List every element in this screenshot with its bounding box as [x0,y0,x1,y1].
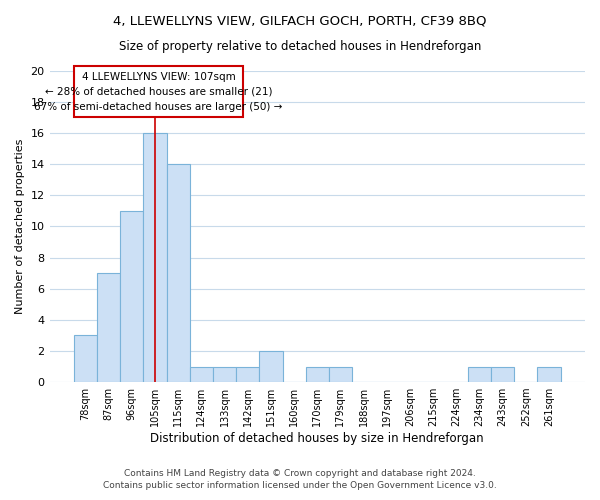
Y-axis label: Number of detached properties: Number of detached properties [15,138,25,314]
Text: 4, LLEWELLYNS VIEW, GILFACH GOCH, PORTH, CF39 8BQ: 4, LLEWELLYNS VIEW, GILFACH GOCH, PORTH,… [113,15,487,28]
Bar [213,366,236,382]
Text: Size of property relative to detached houses in Hendreforgan: Size of property relative to detached ho… [119,40,481,53]
Bar [236,366,259,382]
Bar [167,164,190,382]
Bar [329,366,352,382]
Bar [190,366,213,382]
Bar [74,66,243,118]
Text: Contains HM Land Registry data © Crown copyright and database right 2024.
Contai: Contains HM Land Registry data © Crown c… [103,468,497,490]
Bar [468,366,491,382]
Bar [538,366,560,382]
Bar [120,211,143,382]
Bar [74,336,97,382]
Bar [143,133,167,382]
Bar [491,366,514,382]
X-axis label: Distribution of detached houses by size in Hendreforgan: Distribution of detached houses by size … [151,432,484,445]
Bar [305,366,329,382]
Text: 4 LLEWELLYNS VIEW: 107sqm
← 28% of detached houses are smaller (21)
67% of semi-: 4 LLEWELLYNS VIEW: 107sqm ← 28% of detac… [34,72,283,112]
Bar [259,351,283,382]
Bar [97,273,120,382]
